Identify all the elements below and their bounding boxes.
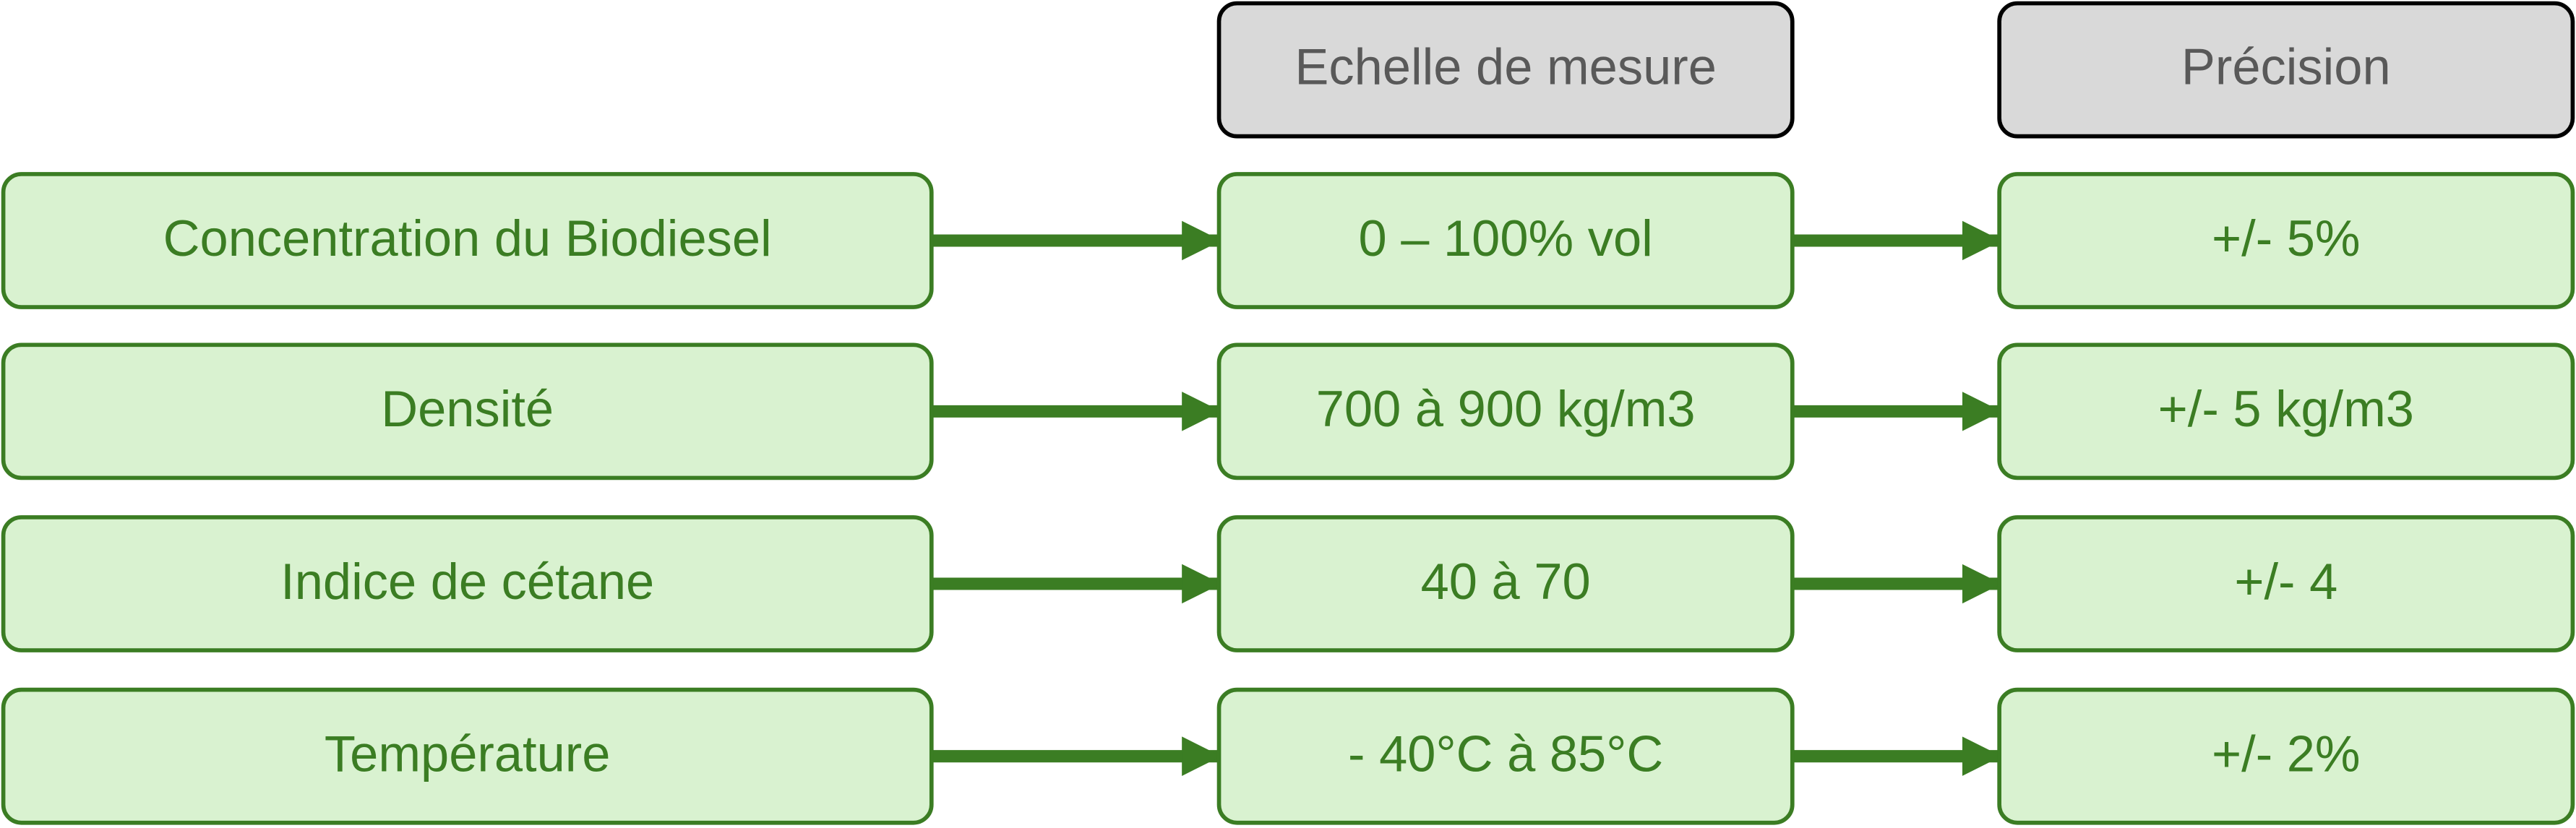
cell-box bbox=[1997, 687, 2575, 825]
cell-box bbox=[1216, 342, 1795, 480]
cell-label: Densité bbox=[381, 380, 554, 437]
cell-label: - 40°C à 85°C bbox=[1348, 725, 1663, 782]
cell-label: +/- 4 bbox=[2234, 553, 2337, 610]
cell-box bbox=[1997, 342, 2575, 480]
cell-label: +/- 2% bbox=[2212, 725, 2361, 782]
cell-label: Température bbox=[325, 725, 611, 782]
cell-label: Indice de cétane bbox=[280, 553, 654, 610]
cell-box bbox=[1216, 515, 1795, 652]
cell-box bbox=[1997, 515, 2575, 652]
cell-box bbox=[1216, 172, 1795, 309]
header-label: Echelle de mesure bbox=[1295, 38, 1717, 95]
header-box bbox=[1997, 1, 2575, 139]
header-box bbox=[1216, 1, 1795, 139]
cell-label: 0 – 100% vol bbox=[1358, 210, 1652, 267]
header-label: Précision bbox=[2181, 38, 2391, 95]
cell-box bbox=[1216, 687, 1795, 825]
cell-box bbox=[1, 515, 934, 652]
cell-box bbox=[1, 172, 934, 309]
cell-box bbox=[1, 342, 934, 480]
cell-box bbox=[1997, 172, 2575, 309]
cell-label: 700 à 900 kg/m3 bbox=[1316, 380, 1696, 437]
cell-box bbox=[1, 687, 934, 825]
cell-label: Concentration du Biodiesel bbox=[163, 210, 772, 267]
cell-label: +/- 5% bbox=[2212, 210, 2361, 267]
cell-label: 40 à 70 bbox=[1421, 553, 1591, 610]
cell-label: +/- 5 kg/m3 bbox=[2158, 380, 2414, 437]
